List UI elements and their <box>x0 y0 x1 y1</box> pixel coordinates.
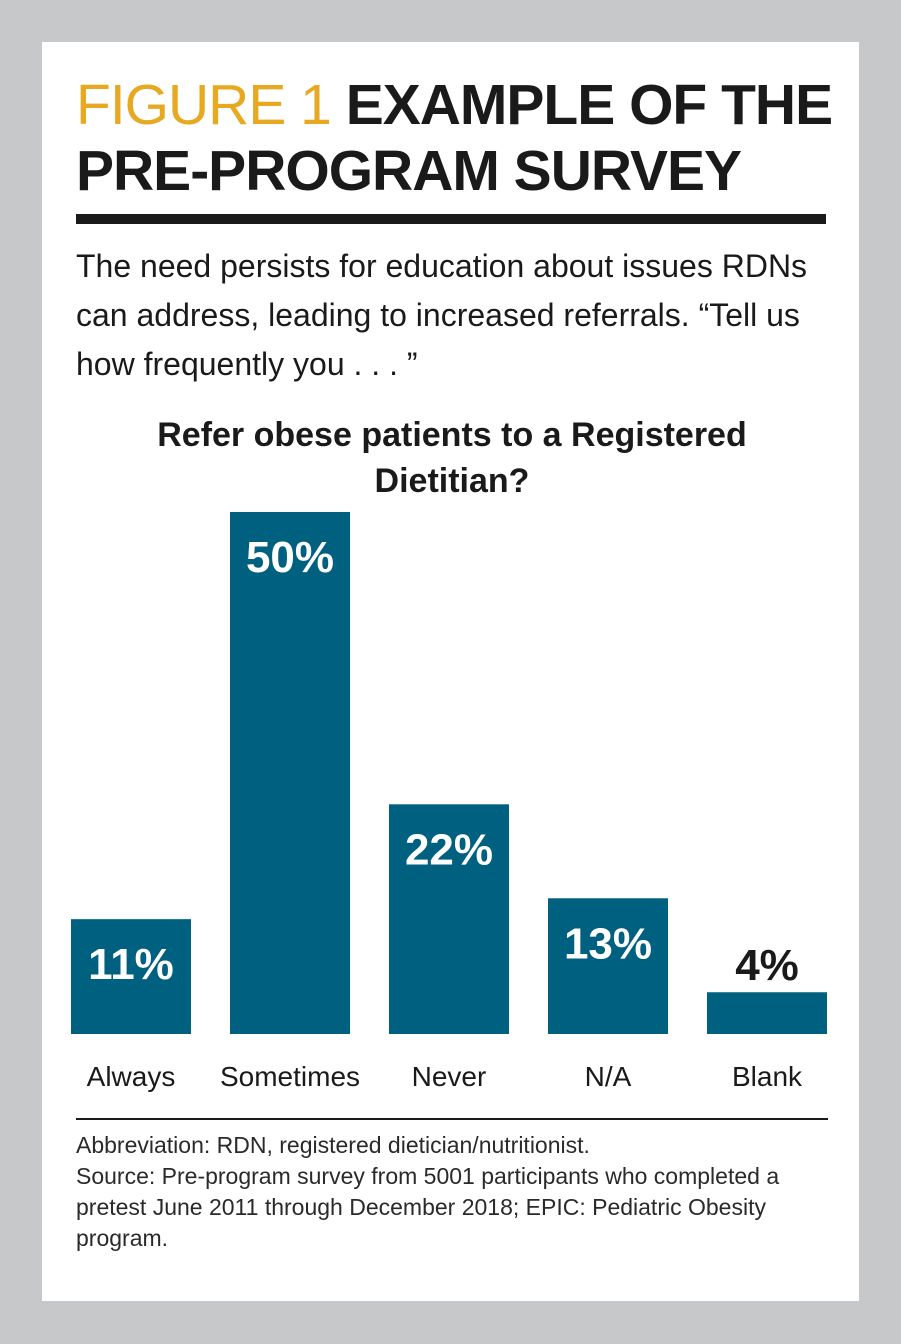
figure-card: FIGURE 1 EXAMPLE OF THE PRE-PROGRAM SURV… <box>42 42 859 1301</box>
bar-blank <box>707 992 827 1034</box>
category-label: Sometimes <box>220 1061 360 1092</box>
category-label: Always <box>87 1061 176 1092</box>
figure-intro: The need persists for education about is… <box>76 248 808 382</box>
footnotes: Abbreviation: RDN, registered dietician/… <box>76 1130 846 1254</box>
source-note: Source: Pre-program survey from 5001 par… <box>76 1163 780 1251</box>
figure-title: EXAMPLE OF THE PRE-PROGRAM SURVEY <box>76 73 833 203</box>
bar-na <box>548 898 668 1034</box>
category-label: Blank <box>732 1061 803 1092</box>
bar-sometimes <box>230 512 350 1034</box>
bar-never <box>389 804 509 1034</box>
title-divider <box>76 214 826 224</box>
footnote-divider <box>76 1118 828 1120</box>
value-label: 50% <box>246 533 334 582</box>
value-label: 22% <box>405 825 493 874</box>
category-label: N/A <box>585 1061 632 1092</box>
abbreviation-note: Abbreviation: RDN, registered dietician/… <box>76 1132 590 1158</box>
bar-chart: 11% Always 50% Sometimes 22% Never 13% N/A 4% Bla… <box>71 512 827 1092</box>
chart-title: Refer obese patients to a Registered Die… <box>157 416 747 500</box>
category-label: Never <box>412 1061 487 1092</box>
figure-title-block: FIGURE 1 EXAMPLE OF THE PRE-PROGRAM SURV… <box>76 72 836 204</box>
bar-always <box>71 919 191 1034</box>
figure-label: FIGURE 1 <box>76 73 332 137</box>
value-label: 4% <box>735 941 799 990</box>
value-label: 11% <box>88 940 174 989</box>
value-label: 13% <box>564 919 652 968</box>
